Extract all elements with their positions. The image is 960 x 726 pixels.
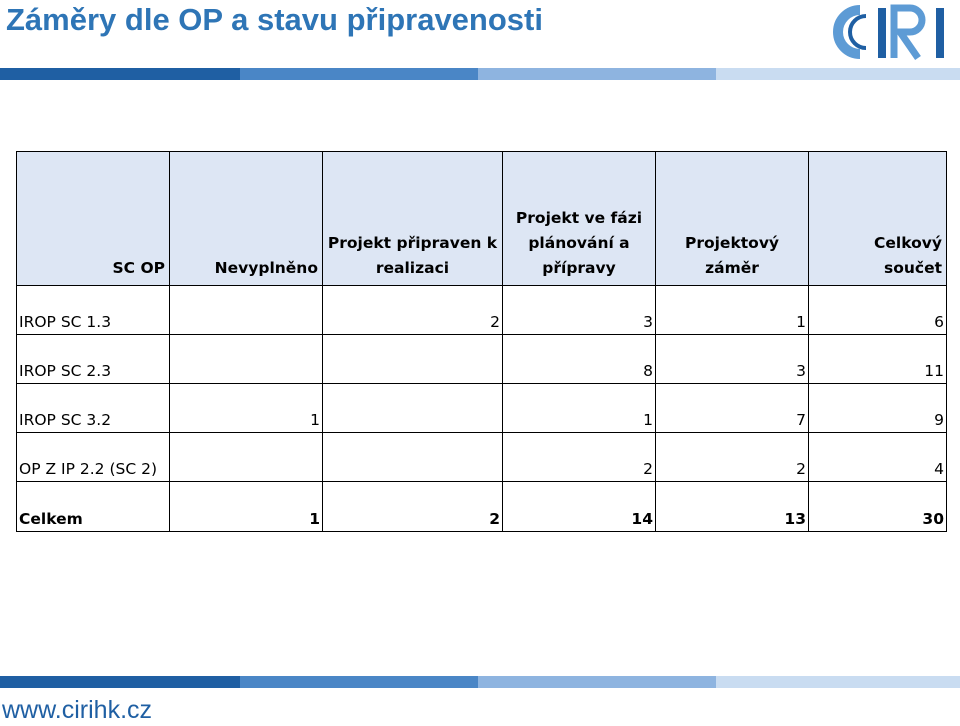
- row-label: IROP SC 1.3: [16, 285, 170, 335]
- table-cell: 9: [808, 383, 947, 433]
- total-cell: 1: [169, 481, 323, 532]
- table-cell: 1: [169, 383, 323, 433]
- total-cell: 13: [655, 481, 809, 532]
- table-cell: 8: [502, 334, 656, 384]
- header-zamer: Projektový záměr: [655, 151, 809, 286]
- bottom-accent-bar: [0, 676, 960, 688]
- table-row: IROP SC 1.3 2 3 1 6: [16, 285, 947, 335]
- header-nevyplneno: Nevyplněno: [169, 151, 323, 286]
- total-cell: 14: [502, 481, 656, 532]
- table-cell: 4: [808, 432, 947, 482]
- slide-title: Záměry dle OP a stavu připravenosti: [6, 2, 543, 37]
- table-row: IROP SC 3.2 1 1 7 9: [16, 383, 947, 433]
- projects-table: SC OP Nevyplněno Projekt připraven k rea…: [16, 151, 947, 532]
- header-pripraven: Projekt připraven k realizaci: [322, 151, 503, 286]
- table-cell: 2: [502, 432, 656, 482]
- table-cell: 1: [502, 383, 656, 433]
- table-row: IROP SC 2.3 8 3 11: [16, 334, 947, 384]
- total-label: Celkem: [16, 481, 170, 532]
- table-cell: 6: [808, 285, 947, 335]
- table-cell: 3: [655, 334, 809, 384]
- table-cell: 7: [655, 383, 809, 433]
- table-header-row: SC OP Nevyplněno Projekt připraven k rea…: [16, 151, 947, 286]
- table-cell: [169, 285, 323, 335]
- table-cell: [169, 334, 323, 384]
- header-planovani: Projekt ve fázi plánování a přípravy: [502, 151, 656, 286]
- row-label: IROP SC 3.2: [16, 383, 170, 433]
- table-cell: [322, 383, 503, 433]
- table-cell: [169, 432, 323, 482]
- total-cell: 30: [808, 481, 947, 532]
- table-cell: 11: [808, 334, 947, 384]
- total-row: Celkem 1 2 14 13 30: [16, 481, 947, 532]
- table-row: OP Z IP 2.2 (SC 2) 2 2 4: [16, 432, 947, 482]
- footer-url[interactable]: www.cirihk.cz: [2, 696, 153, 724]
- row-label: OP Z IP 2.2 (SC 2): [16, 432, 170, 482]
- top-accent-bar: [0, 68, 960, 80]
- ciri-logo: [833, 4, 944, 60]
- row-label: IROP SC 2.3: [16, 334, 170, 384]
- table-cell: 1: [655, 285, 809, 335]
- table-cell: [322, 334, 503, 384]
- header-sc-op: SC OP: [16, 151, 170, 286]
- table-cell: 2: [655, 432, 809, 482]
- table-cell: [322, 432, 503, 482]
- header-soucet: Celkový součet: [808, 151, 947, 286]
- table-cell: 3: [502, 285, 656, 335]
- total-cell: 2: [322, 481, 503, 532]
- table-cell: 2: [322, 285, 503, 335]
